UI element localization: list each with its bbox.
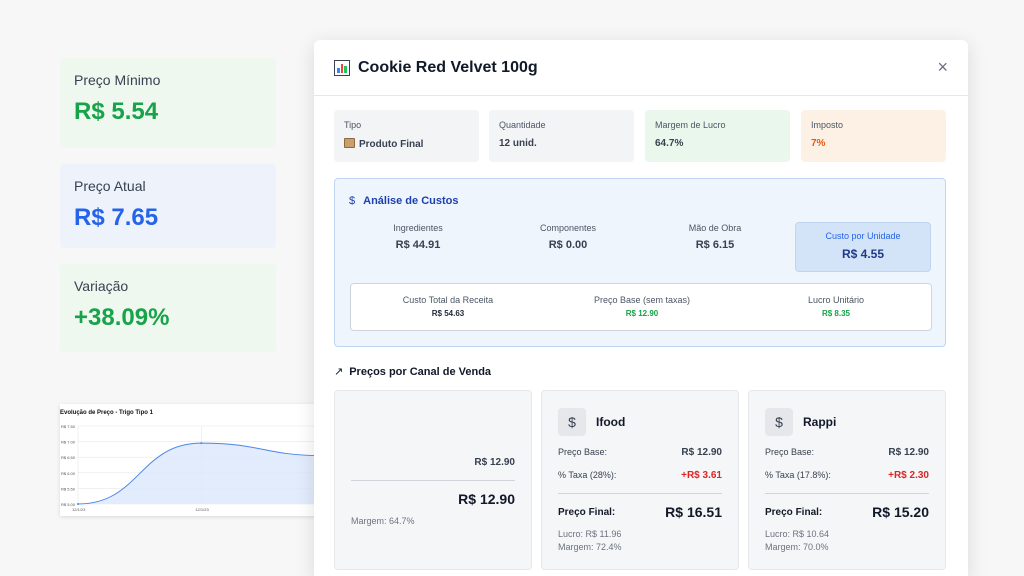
data-point — [77, 503, 79, 505]
channel-card-ifood[interactable]: $ Ifood Preço Base: R$ 12.90 % Taxa (28%):… — [541, 390, 739, 570]
cost-summary: Custo Total da Receita R$ 54.63 Preço Ba… — [350, 283, 932, 331]
info-value: Produto Final — [359, 139, 424, 150]
channels-heading: Preços por Canal de Venda — [349, 366, 492, 378]
modal-title: Cookie Red Velvet 100g — [358, 58, 538, 76]
final-price-label: Preço Final: — [558, 506, 616, 518]
kpi-variation: Variação +38.09% — [60, 264, 276, 352]
kpi-value: R$ 5.54 — [74, 98, 159, 125]
cost-value: R$ 44.91 — [395, 239, 441, 251]
margin-text: Margem: 64.7% — [351, 516, 415, 526]
tax-label: % Taxa (17.8%): — [765, 470, 831, 480]
box-icon — [344, 138, 355, 148]
x-tick-label: 12/1/23 — [195, 507, 209, 512]
summary-value: R$ 12.90 — [625, 309, 659, 318]
cost-value: R$ 6.15 — [695, 239, 735, 251]
base-price-value: R$ 12.90 — [681, 447, 722, 458]
info-quantity: Quantidade 12 unid. — [489, 110, 634, 162]
base-price-value: R$ 12.90 — [474, 457, 515, 468]
cost-value: R$ 4.55 — [841, 247, 885, 261]
margin-text: Margem: 70.0% — [765, 542, 829, 552]
info-label: Imposto — [811, 120, 844, 130]
info-margin: Margem de Lucro 64.7% — [645, 110, 790, 162]
modal-header: Cookie Red Velvet 100g × — [314, 40, 968, 96]
y-tick-label: R$ 6.00 — [61, 471, 76, 476]
cost-heading: Análise de Custos — [363, 195, 459, 207]
y-tick-label: R$ 6.50 — [61, 455, 76, 460]
y-tick-label: R$ 5.00 — [61, 502, 76, 507]
trending-up-icon: ↗ — [334, 366, 344, 378]
summary-label: Preço Base (sem taxas) — [593, 295, 691, 305]
kpi-label: Preço Mínimo — [74, 72, 161, 88]
close-icon[interactable]: × — [937, 57, 948, 77]
x-tick-label: 12/1/23 — [72, 507, 86, 512]
data-point — [200, 442, 203, 445]
kpi-value: +38.09% — [74, 304, 170, 331]
cost-labor: Mão de Obra R$ 6.15 — [647, 223, 783, 251]
channel-name: Ifood — [596, 415, 626, 429]
summary-value: R$ 54.63 — [431, 309, 465, 318]
cost-components: Componentes R$ 0.00 — [500, 223, 636, 251]
kpi-current-price: Preço Atual R$ 7.65 — [60, 164, 276, 248]
cost-label: Componentes — [539, 223, 597, 233]
bar-chart-icon — [334, 59, 350, 76]
info-label: Quantidade — [499, 120, 546, 130]
profit-text: Lucro: R$ 10.64 — [765, 529, 830, 539]
summary-unit-profit: Lucro Unitário R$ 8.35 — [739, 295, 933, 318]
info-tax: Imposto 7% — [801, 110, 946, 162]
info-value: 64.7% — [655, 138, 684, 149]
dollar-icon: $ — [349, 195, 356, 207]
summary-label: Custo Total da Receita — [402, 295, 494, 305]
cost-value: R$ 0.00 — [548, 239, 588, 251]
kpi-label: Variação — [74, 278, 129, 294]
base-price-value: R$ 12.90 — [888, 447, 929, 458]
dollar-icon: $ — [765, 408, 793, 436]
y-tick-label: R$ 5.50 — [61, 486, 76, 491]
profit-text: Lucro: R$ 11.96 — [558, 529, 622, 539]
y-tick-label: R$ 7.00 — [61, 440, 76, 445]
info-value: 12 unid. — [499, 138, 537, 149]
base-price-label: Preço Base: — [558, 447, 608, 457]
tax-value: +R$ 3.61 — [681, 470, 722, 481]
info-type: Tipo Produto Final — [334, 110, 479, 162]
tax-value: +R$ 2.30 — [888, 470, 929, 481]
kpi-label: Preço Atual — [74, 178, 146, 194]
cost-label: Mão de Obra — [688, 223, 742, 233]
channel-name: Rappi — [803, 415, 837, 429]
summary-total: Custo Total da Receita R$ 54.63 — [351, 295, 545, 318]
chart-title: Evolução de Preço - Trigo Tipo 1 — [60, 410, 153, 416]
product-modal: Cookie Red Velvet 100g × Tipo Produto Fi… — [314, 40, 968, 576]
channel-card-direct[interactable]: R$ 12.90 R$ 12.90 Margem: 64.7% — [334, 390, 532, 570]
final-price-value: R$ 15.20 — [872, 504, 929, 520]
summary-label: Lucro Unitário — [807, 295, 865, 305]
info-label: Margem de Lucro — [655, 120, 726, 130]
summary-base-price: Preço Base (sem taxas) R$ 12.90 — [545, 295, 739, 318]
margin-text: Margem: 72.4% — [558, 542, 622, 552]
info-label: Tipo — [344, 120, 362, 130]
cost-ingredients: Ingredientes R$ 44.91 — [350, 223, 486, 251]
cost-label: Custo por Unidade — [825, 231, 901, 241]
summary-value: R$ 8.35 — [821, 309, 851, 318]
final-price-value: R$ 12.90 — [458, 491, 515, 507]
kpi-value: R$ 7.65 — [74, 204, 159, 231]
y-tick-label: R$ 7.50 — [61, 424, 76, 429]
info-value: 7% — [811, 138, 826, 149]
kpi-min-price: Preço Mínimo R$ 5.54 — [60, 58, 276, 148]
cost-label: Ingredientes — [393, 223, 443, 233]
channel-card-rappi[interactable]: $ Rappi Preço Base: R$ 12.90 % Taxa (17.8%… — [748, 390, 946, 570]
cost-analysis: $ Análise de Custos Ingredientes R$ 44.91… — [334, 178, 946, 347]
dollar-icon: $ — [558, 408, 586, 436]
tax-label: % Taxa (28%): — [558, 470, 617, 480]
cost-per-unit: Custo por Unidade R$ 4.55 — [795, 222, 931, 272]
final-price-value: R$ 16.51 — [665, 504, 722, 520]
base-price-label: Preço Base: — [765, 447, 815, 457]
final-price-label: Preço Final: — [765, 506, 823, 518]
